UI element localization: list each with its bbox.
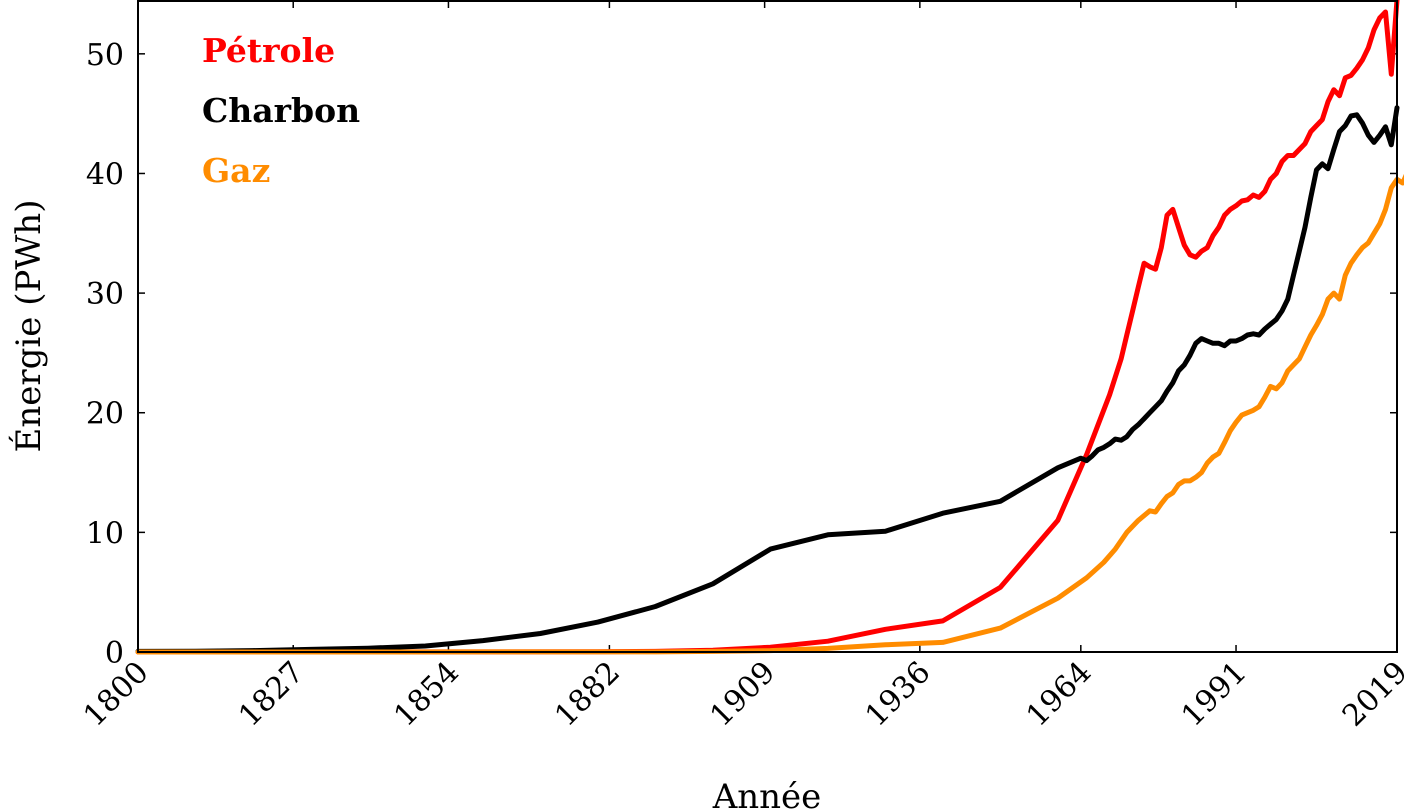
y-tick-label: 0 <box>105 636 124 671</box>
series-line-1 <box>135 105 1400 654</box>
y-axis-ticks: 0 10 20 30 40 50 <box>86 38 1397 671</box>
x-tick-label: 2019 <box>1336 655 1404 734</box>
x-tick-label: 1964 <box>1020 655 1099 734</box>
y-tick-label: 40 <box>86 157 124 192</box>
x-tick-label: 1909 <box>704 655 783 734</box>
x-tick-label: 1936 <box>859 655 938 734</box>
y-tick-label: 50 <box>86 38 124 73</box>
x-tick-label: 1991 <box>1175 655 1254 734</box>
legend-entry: Pétrole <box>202 31 335 70</box>
x-tick-label: 1882 <box>548 655 627 734</box>
legend: Pétrole Charbon Gaz <box>202 31 360 190</box>
plot-frame <box>137 0 1398 653</box>
legend-entry: Charbon <box>202 91 360 130</box>
x-axis-label: Année <box>712 777 822 810</box>
y-tick-label: 30 <box>86 277 124 312</box>
y-tick-label: 10 <box>86 516 124 551</box>
y-tick-label: 20 <box>86 397 124 432</box>
series-line-2 <box>135 173 1404 655</box>
legend-entry: Gaz <box>202 151 270 190</box>
y-axis-label: Énergie (PWh) <box>8 200 49 453</box>
series-lines <box>135 0 1404 655</box>
x-tick-label: 1854 <box>387 655 466 734</box>
x-tick-label: 1827 <box>232 655 311 734</box>
series-line-0 <box>135 0 1400 655</box>
